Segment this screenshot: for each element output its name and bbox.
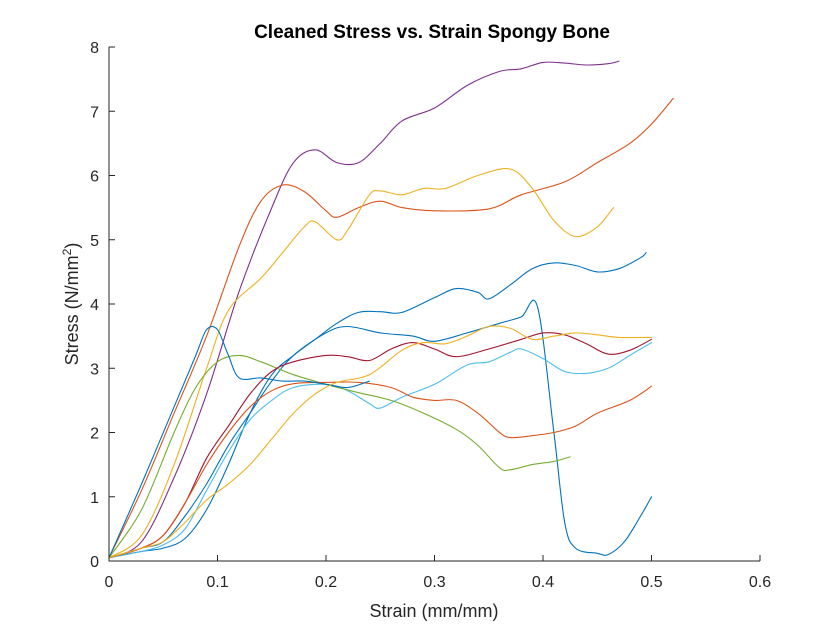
series-line	[108, 354, 571, 559]
series-group	[108, 60, 674, 559]
y-tick-label: 6	[90, 169, 99, 186]
series-line	[108, 325, 370, 559]
y-tick-label: 4	[90, 297, 99, 314]
y-tick-label: 2	[90, 426, 99, 443]
series-line	[108, 168, 615, 559]
y-axis-label-close: )	[62, 243, 82, 249]
x-tick-label: 0.2	[315, 574, 337, 591]
series-line	[108, 97, 674, 559]
series-line	[108, 252, 647, 559]
y-tick-label: 1	[90, 490, 99, 507]
series-line	[108, 60, 620, 559]
x-tick-label: 0.5	[640, 574, 662, 591]
y-tick-label: 5	[90, 233, 99, 250]
x-tick-label: 0.3	[423, 574, 445, 591]
y-axis-label-superscript: 2	[60, 248, 74, 255]
y-tick-label: 3	[90, 361, 99, 378]
series-line	[108, 325, 653, 559]
x-tick-label: 0.4	[532, 574, 554, 591]
series-line	[108, 381, 653, 559]
x-tick-label: 0.1	[206, 574, 228, 591]
y-axis-label-main: Stress (N/mm	[62, 255, 82, 365]
y-tick-label: 7	[90, 104, 99, 121]
y-tick-label: 8	[90, 40, 99, 57]
series-line	[108, 299, 653, 559]
chart-title: Cleaned Stress vs. Strain Spongy Bone	[254, 22, 610, 43]
series-line	[108, 342, 653, 559]
x-axis-label: Strain (mm/mm)	[370, 601, 499, 621]
axes-lines	[108, 47, 760, 562]
tick-group: 0 0.1 0.2 0.3 0.4 0.5 0.6 0 1 2 3 4 5 6 7 8	[90, 40, 771, 591]
y-tick-label: 0	[90, 554, 99, 571]
x-tick-label: 0.6	[749, 574, 771, 591]
y-axis-label: Stress (N/mm2)	[60, 243, 82, 366]
x-tick-label: 0	[105, 574, 114, 591]
series-line	[108, 332, 653, 559]
